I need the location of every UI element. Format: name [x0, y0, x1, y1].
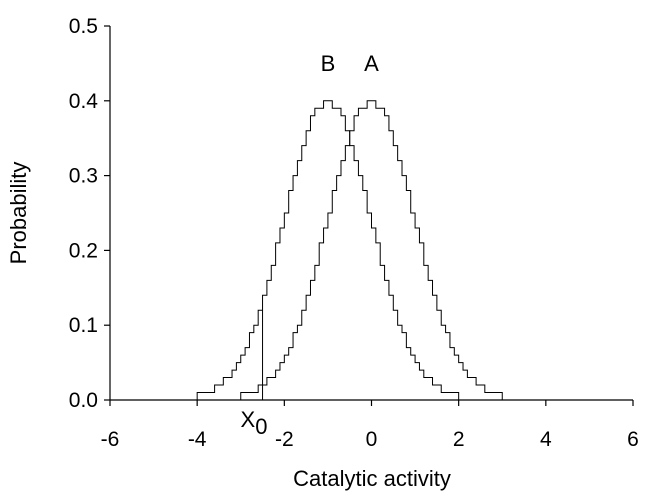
x-tick-label: 2 [453, 428, 465, 451]
x-tick-label: -2 [275, 428, 294, 451]
series-label-b: B [321, 51, 336, 76]
series-line-b [196, 100, 460, 400]
x0-annotation-text: X [241, 407, 256, 432]
x-tick-label: 6 [627, 428, 639, 451]
x0-annotation-subscript: 0 [255, 414, 267, 439]
y-tick-label: 0.2 [69, 239, 98, 262]
y-tick-label: 0.1 [69, 314, 98, 337]
y-tick-label: 0.4 [69, 90, 99, 113]
plot-area: 0.00.10.20.30.40.5 -6 -4 -2 0 2 4 6 AB X0 [69, 15, 639, 451]
x-tick-label: -4 [188, 428, 207, 451]
series-line-a [240, 100, 503, 400]
series-label-a: A [364, 51, 379, 76]
x0-annotation-label: X0 [241, 407, 268, 439]
x-tick-label: 4 [540, 428, 552, 451]
data-series: AB [196, 51, 503, 400]
y-tick-label: 0.0 [69, 389, 98, 412]
x-axis-ticks: -6 -4 -2 0 2 4 6 [101, 400, 639, 451]
x-axis-title: Catalytic activity [293, 466, 451, 491]
y-axis-ticks: 0.0 0.1 0.2 0.3 0.4 0.5 [69, 15, 110, 412]
y-tick-label: 0.3 [69, 165, 98, 188]
chart-annotations: X0 [241, 310, 268, 439]
y-tick-label: 0.5 [69, 15, 98, 38]
x-tick-label: 0 [366, 428, 378, 451]
y-axis-title: Probability [6, 162, 31, 265]
x-tick-label: -6 [101, 428, 120, 451]
